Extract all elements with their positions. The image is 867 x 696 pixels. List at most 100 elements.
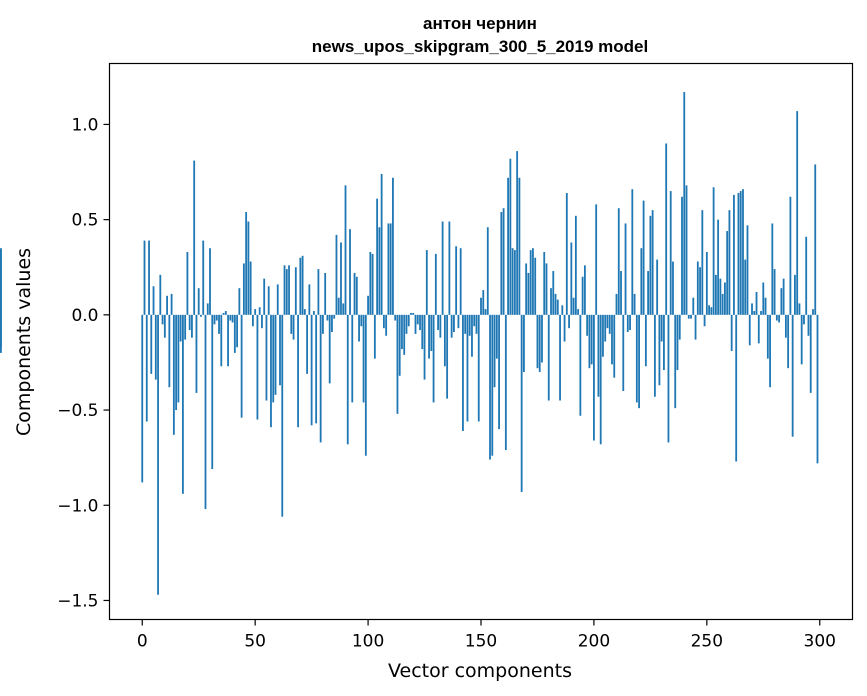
bar bbox=[751, 303, 753, 315]
bar bbox=[322, 314, 324, 334]
bar bbox=[331, 314, 333, 332]
bar bbox=[672, 261, 674, 315]
bar bbox=[615, 293, 618, 315]
bar bbox=[432, 314, 435, 403]
bar bbox=[782, 278, 785, 315]
bar bbox=[547, 314, 550, 401]
bar bbox=[459, 248, 462, 315]
bar bbox=[396, 314, 399, 414]
bar bbox=[721, 293, 724, 315]
bar bbox=[667, 314, 670, 443]
bar bbox=[513, 250, 516, 315]
bar bbox=[315, 314, 318, 424]
bar bbox=[529, 250, 532, 315]
y-tick-label: −1.5 bbox=[57, 591, 98, 611]
bar bbox=[168, 314, 171, 388]
bar bbox=[414, 314, 417, 334]
bar bbox=[769, 314, 771, 388]
bar bbox=[629, 314, 631, 331]
bar bbox=[326, 314, 329, 321]
bar bbox=[626, 314, 629, 332]
bar bbox=[376, 198, 379, 315]
bar bbox=[742, 189, 744, 315]
bar bbox=[283, 265, 286, 315]
bar bbox=[739, 191, 742, 315]
bar bbox=[213, 314, 216, 325]
bar bbox=[204, 314, 207, 510]
bar bbox=[504, 314, 507, 451]
bar bbox=[172, 314, 175, 435]
bar bbox=[620, 271, 622, 315]
bar bbox=[647, 271, 650, 315]
bar bbox=[0, 314, 2, 353]
y-axis-ticks: −1.5 −1.0 −0.5 0.0 0.5 1.0 bbox=[57, 115, 110, 611]
bar bbox=[240, 314, 243, 418]
bar bbox=[597, 314, 600, 397]
bar bbox=[462, 314, 464, 431]
bar bbox=[441, 221, 444, 315]
bar bbox=[651, 210, 654, 315]
bar bbox=[692, 297, 695, 315]
bar bbox=[166, 295, 168, 315]
bar bbox=[712, 187, 715, 315]
bar bbox=[757, 314, 760, 344]
bar bbox=[439, 314, 442, 338]
bar bbox=[624, 223, 627, 315]
bar bbox=[279, 314, 281, 386]
bar bbox=[430, 314, 433, 352]
bar bbox=[464, 314, 467, 334]
bar bbox=[775, 314, 778, 321]
bar bbox=[380, 173, 383, 315]
bar bbox=[466, 314, 469, 422]
bar bbox=[310, 314, 313, 426]
bar bbox=[565, 192, 568, 315]
bar bbox=[737, 192, 740, 315]
bar bbox=[491, 314, 494, 456]
bar bbox=[362, 314, 365, 403]
bar bbox=[696, 261, 699, 315]
bar bbox=[778, 314, 781, 323]
bar bbox=[163, 314, 166, 338]
bar bbox=[780, 288, 783, 315]
bar bbox=[455, 246, 458, 315]
bar bbox=[509, 158, 512, 315]
bar bbox=[714, 274, 717, 315]
bar bbox=[276, 284, 279, 315]
bar bbox=[572, 297, 575, 315]
bar bbox=[493, 314, 496, 388]
bar bbox=[798, 303, 801, 315]
bar bbox=[209, 248, 211, 315]
bar bbox=[303, 309, 306, 315]
bar bbox=[229, 314, 232, 321]
bar bbox=[755, 291, 758, 315]
bar bbox=[233, 314, 236, 353]
bar bbox=[184, 314, 187, 340]
chart-subtitle: news_upos_skipgram_300_5_2019 model bbox=[312, 37, 648, 56]
bar bbox=[583, 265, 586, 315]
bar bbox=[538, 314, 541, 372]
bar bbox=[150, 314, 153, 374]
bar bbox=[787, 314, 790, 369]
bar-series bbox=[0, 92, 819, 595]
bar bbox=[252, 314, 254, 327]
bar bbox=[674, 314, 677, 409]
x-tick-label: 300 bbox=[804, 632, 836, 652]
bar bbox=[486, 227, 489, 315]
bar bbox=[796, 111, 799, 315]
bar bbox=[457, 314, 460, 329]
bar bbox=[353, 272, 356, 315]
bar bbox=[705, 252, 708, 315]
bar bbox=[367, 295, 369, 315]
bar bbox=[177, 314, 180, 403]
bar bbox=[340, 242, 342, 315]
bar bbox=[656, 259, 659, 315]
bar bbox=[453, 314, 455, 332]
bar bbox=[292, 314, 295, 340]
bar bbox=[807, 314, 810, 336]
bar bbox=[735, 314, 738, 462]
x-tick-label: 100 bbox=[352, 632, 384, 652]
bar bbox=[552, 271, 555, 315]
bar bbox=[681, 196, 683, 315]
bar bbox=[249, 261, 252, 315]
bar bbox=[809, 314, 812, 393]
